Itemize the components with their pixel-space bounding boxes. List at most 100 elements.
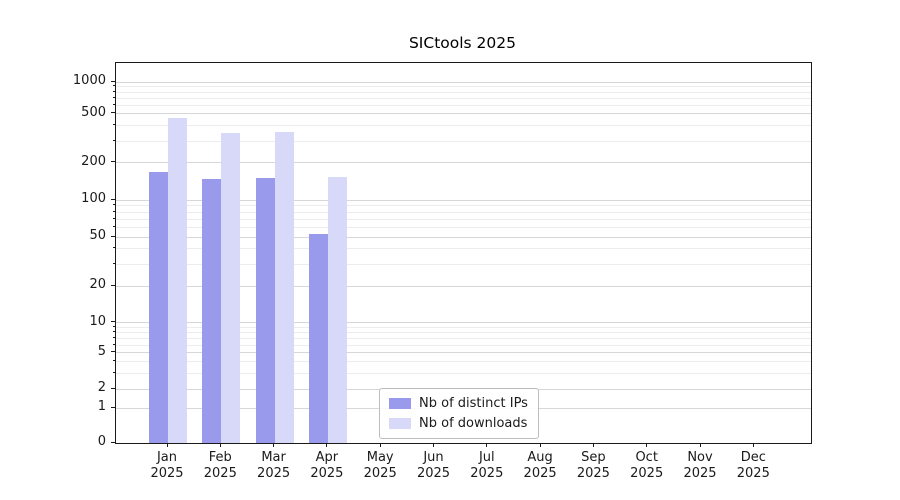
x-tick-label-month: Nov <box>687 450 713 465</box>
y-tick-label: 0 <box>97 434 106 449</box>
x-tick-mark <box>646 443 648 447</box>
x-tick-label: May 2025 <box>349 450 411 482</box>
x-tick-label: Feb 2025 <box>189 450 251 482</box>
y-tick-label: 5 <box>97 343 106 359</box>
gridline-minor <box>116 211 811 213</box>
x-tick-mark <box>592 443 594 447</box>
gridline-minor <box>116 344 811 346</box>
x-tick-mark <box>166 443 168 447</box>
y-tick-mark <box>111 235 115 237</box>
legend-item-distinct-ips: Nb of distinct IPs <box>389 396 528 411</box>
y-minor-tick-mark <box>112 343 115 345</box>
x-tick-label-year: 2025 <box>150 466 184 481</box>
gridline-major <box>116 322 811 324</box>
bar-distinct-ips-jan <box>149 172 168 443</box>
x-tick-label: Apr 2025 <box>296 450 358 482</box>
gridline-minor <box>116 361 811 363</box>
gridline-minor <box>116 263 811 265</box>
x-tick-label: Dec 2025 <box>722 450 784 482</box>
x-tick-label-year: 2025 <box>310 466 344 481</box>
bar-distinct-ips-apr <box>308 233 328 443</box>
gridline-minor <box>116 105 811 107</box>
y-tick-label: 10 <box>89 313 106 329</box>
y-minor-tick-mark <box>112 371 115 373</box>
bar-downloads-mar <box>274 131 294 443</box>
x-tick-label: Aug 2025 <box>509 450 571 482</box>
y-minor-tick-mark <box>112 210 115 212</box>
x-tick-label-year: 2025 <box>630 466 664 481</box>
y-tick-mark <box>111 80 115 82</box>
legend-label-distinct-ips: Nb of distinct IPs <box>419 396 528 411</box>
x-tick-label-month: Aug <box>527 450 553 465</box>
x-tick-label: Nov 2025 <box>669 450 731 482</box>
plot-area: Nb of distinct IPs Nb of downloads <box>115 62 812 444</box>
y-tick-label: 50 <box>89 228 106 244</box>
gridline-minor <box>116 248 811 250</box>
x-tick-label-year: 2025 <box>470 466 504 481</box>
y-minor-tick-mark <box>112 104 115 106</box>
bar-distinct-ips-feb <box>202 179 222 443</box>
y-tick-label: 100 <box>81 191 106 207</box>
y-tick-mark <box>111 161 115 163</box>
x-tick-label: Jan 2025 <box>136 450 198 482</box>
x-tick-mark <box>752 443 754 447</box>
x-tick-label-year: 2025 <box>736 466 770 481</box>
x-tick-label-year: 2025 <box>416 466 451 481</box>
x-tick-label-month: Jun <box>423 450 444 465</box>
y-tick-mark <box>111 406 115 408</box>
legend-swatch-downloads <box>389 418 411 429</box>
y-tick-label: 20 <box>89 277 106 293</box>
y-minor-tick-mark <box>112 360 115 362</box>
legend: Nb of distinct IPs Nb of downloads <box>379 388 539 439</box>
x-tick-label-month: Jul <box>478 450 495 465</box>
x-tick-label-month: Dec <box>740 450 766 465</box>
x-tick-label-year: 2025 <box>523 466 557 481</box>
x-tick-label-year: 2025 <box>363 466 397 481</box>
gridline-minor <box>116 125 811 127</box>
x-tick-label-month: May <box>366 450 394 465</box>
x-tick-label: Mar 2025 <box>243 450 305 482</box>
y-minor-tick-mark <box>112 124 115 126</box>
chart-title: SICtools 2025 <box>408 34 517 52</box>
bar-downloads-feb <box>221 133 241 443</box>
y-minor-tick-mark <box>112 96 115 98</box>
x-tick-label: Sep 2025 <box>562 450 624 482</box>
legend-label-downloads: Nb of downloads <box>419 416 528 431</box>
legend-swatch-distinct-ips <box>389 398 411 409</box>
x-tick-label-month: Sep <box>581 450 606 465</box>
y-tick-mark <box>111 112 115 114</box>
gridline-major <box>116 236 811 238</box>
x-tick-mark <box>273 443 275 447</box>
y-minor-tick-mark <box>112 85 115 87</box>
x-tick-label-year: 2025 <box>683 466 717 481</box>
y-minor-tick-mark <box>112 247 115 249</box>
y-minor-tick-mark <box>112 331 115 333</box>
y-tick-label: 200 <box>81 153 106 169</box>
y-tick-label: 2 <box>97 380 106 396</box>
x-tick-label-month: Apr <box>315 450 339 465</box>
y-minor-tick-mark <box>112 262 115 264</box>
gridline-minor <box>116 226 811 228</box>
y-minor-tick-mark <box>112 204 115 206</box>
gridline-minor <box>116 140 811 142</box>
x-tick-label-year: 2025 <box>257 466 291 481</box>
y-tick-mark <box>111 351 115 353</box>
gridline-minor <box>116 86 811 88</box>
x-tick-label: Jul 2025 <box>456 450 518 482</box>
gridline-minor <box>116 91 811 93</box>
y-tick-mark <box>111 284 115 286</box>
y-minor-tick-mark <box>112 90 115 92</box>
gridline-minor <box>116 205 811 207</box>
y-tick-mark <box>111 198 115 200</box>
gridline-minor <box>116 372 811 374</box>
x-tick-label-month: Mar <box>261 450 286 465</box>
y-tick-mark <box>111 387 115 389</box>
x-tick-label: Oct 2025 <box>616 450 678 482</box>
x-tick-mark <box>486 443 488 447</box>
x-tick-label-year: 2025 <box>203 466 237 481</box>
gridline-minor <box>116 218 811 220</box>
y-tick-mark <box>111 441 115 443</box>
y-minor-tick-mark <box>112 325 115 327</box>
x-tick-label: Jun 2025 <box>403 450 465 482</box>
